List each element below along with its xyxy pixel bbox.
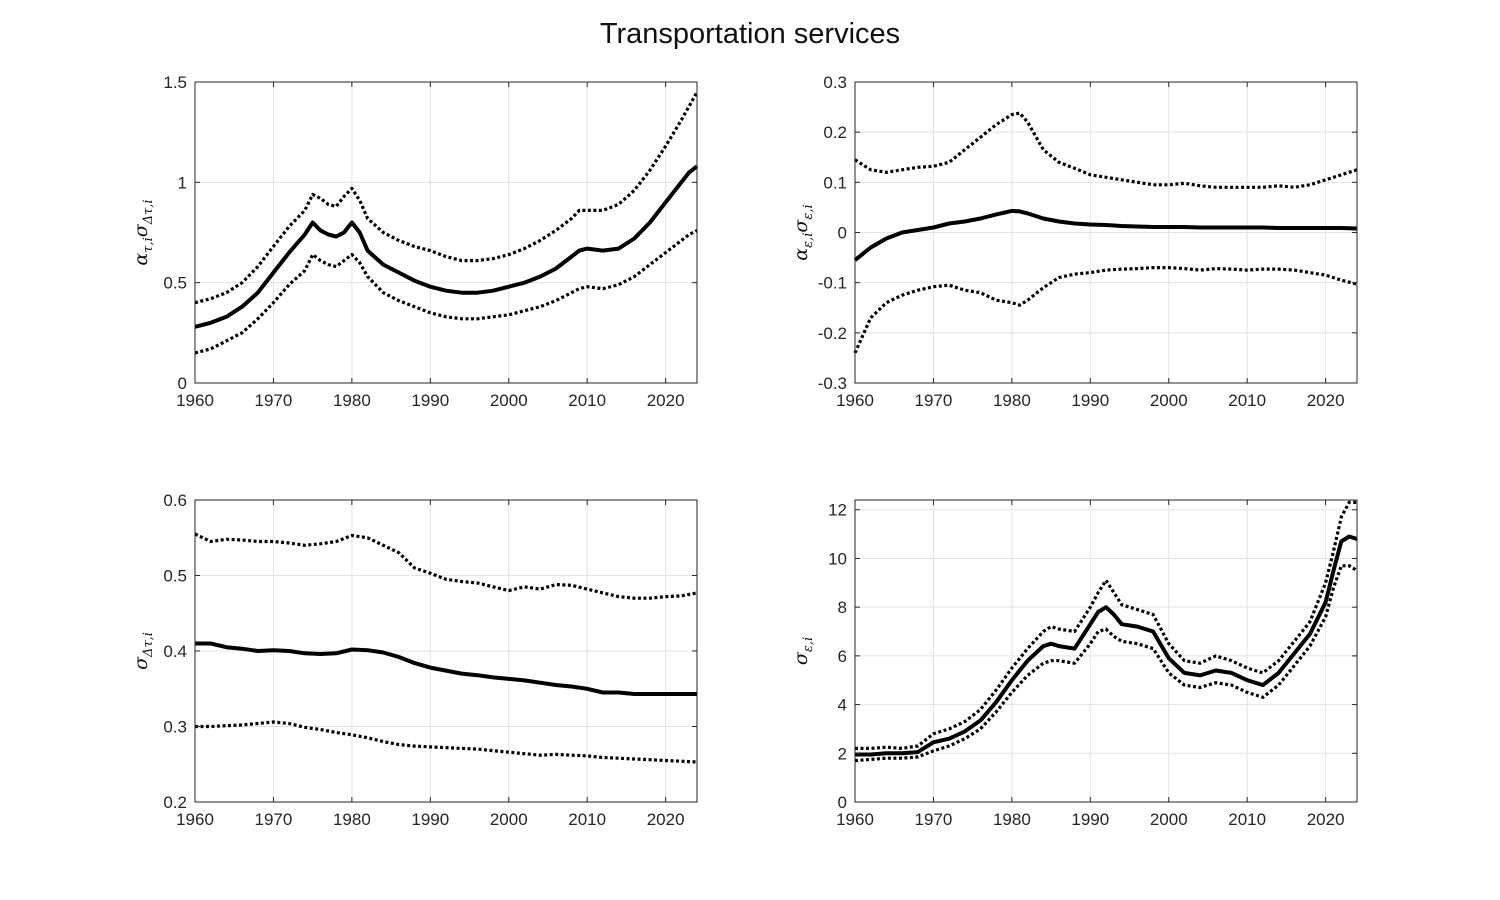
x-tick-label: 1990 bbox=[1071, 391, 1109, 410]
y-tick-label: 0.2 bbox=[823, 123, 847, 142]
series-line-median bbox=[855, 534, 1358, 757]
chart-panel-3: 1960 1970 1980 1990 2000 2010 2020 0.2 0.3 0.4 0.5… bbox=[130, 491, 698, 829]
y-axis-label: ατ,iσΔτ,i bbox=[130, 199, 156, 265]
series-line-lower-band bbox=[853, 266, 1358, 354]
x-tick-label: 1980 bbox=[993, 810, 1031, 829]
x-tick-label: 2020 bbox=[647, 391, 685, 410]
y-tick-label: 1.5 bbox=[163, 73, 187, 92]
x-tick-label: 2020 bbox=[1307, 391, 1345, 410]
y-tick-label: 0.2 bbox=[163, 793, 187, 812]
y-axis-label: σε,i bbox=[790, 637, 816, 665]
y-tick-label: 0.6 bbox=[163, 491, 187, 510]
x-tick-label: 1990 bbox=[411, 810, 449, 829]
x-tick-label: 2010 bbox=[568, 810, 606, 829]
y-tick-label: 0.5 bbox=[163, 274, 187, 293]
axes-frame bbox=[854, 499, 1358, 803]
y-tick-label: 0.3 bbox=[823, 73, 847, 92]
x-tick-label: 2010 bbox=[568, 391, 606, 410]
x-tick-label: 2000 bbox=[1150, 391, 1188, 410]
x-tick-label: 1960 bbox=[836, 391, 874, 410]
x-tick-label: 1970 bbox=[255, 391, 293, 410]
chart-panel-2: 1960 1970 1980 1990 2000 2010 2020 -0.3 -0.2 -0.1… bbox=[790, 73, 1358, 410]
axes-frame bbox=[194, 81, 698, 384]
y-tick-label: 0.1 bbox=[823, 173, 847, 192]
x-tick-label: 1970 bbox=[915, 810, 953, 829]
y-tick-label: 12 bbox=[828, 501, 847, 520]
x-tick-label: 2020 bbox=[1307, 810, 1345, 829]
plot-area bbox=[855, 500, 1357, 802]
figure-title: Transportation services bbox=[599, 18, 901, 50]
x-tick-label: 1970 bbox=[915, 391, 953, 410]
series-line-median bbox=[194, 164, 699, 329]
x-tick-label: 1960 bbox=[176, 810, 214, 829]
x-tick-label: 1990 bbox=[411, 391, 449, 410]
series-line-median bbox=[195, 641, 697, 696]
series-line-upper-band bbox=[855, 500, 1357, 751]
y-tick-label: 0 bbox=[178, 374, 187, 393]
chart-panel-4: 1960 1970 1980 1990 2000 2010 2020 0 2 4 6 8 10 12 σε,… bbox=[790, 499, 1358, 829]
series-line-median bbox=[853, 208, 1358, 262]
y-tick-label: 0 bbox=[838, 224, 847, 243]
x-tick-label: 2020 bbox=[647, 810, 685, 829]
y-tick-label: 1 bbox=[178, 173, 187, 192]
y-tick-label: 0.4 bbox=[163, 642, 187, 661]
y-tick-label: -0.3 bbox=[818, 374, 847, 393]
series-line-upper-band bbox=[194, 91, 699, 305]
series-line-lower-band bbox=[195, 720, 698, 764]
x-tick-label: 1980 bbox=[993, 391, 1031, 410]
x-tick-label: 1960 bbox=[176, 391, 214, 410]
y-tick-label: 8 bbox=[838, 598, 847, 617]
y-tick-label: 0 bbox=[838, 793, 847, 812]
series-line-upper-band bbox=[194, 532, 698, 600]
x-tick-label: 1980 bbox=[333, 391, 371, 410]
y-tick-label: -0.2 bbox=[818, 324, 847, 343]
x-tick-label: 2000 bbox=[490, 810, 528, 829]
x-tick-label: 1990 bbox=[1071, 810, 1109, 829]
x-tick-label: 2010 bbox=[1228, 391, 1266, 410]
y-axis-label: αε,iσε,i bbox=[790, 204, 816, 260]
x-tick-label: 2000 bbox=[1150, 810, 1188, 829]
y-tick-label: -0.1 bbox=[818, 274, 847, 293]
series-line-lower-band bbox=[854, 564, 1358, 763]
chart-panel-1: 1960 1970 1980 1990 2000 2010 2020 0 0.5 1 1.5 ατ,i… bbox=[130, 73, 699, 410]
x-tick-label: 2000 bbox=[490, 391, 528, 410]
y-tick-label: 4 bbox=[838, 696, 847, 715]
y-tick-label: 0.3 bbox=[163, 718, 187, 737]
y-axis-label: σΔτ,i bbox=[130, 632, 156, 670]
x-tick-label: 2010 bbox=[1228, 810, 1266, 829]
series-line-upper-band bbox=[854, 111, 1358, 189]
x-tick-label: 1980 bbox=[333, 810, 371, 829]
y-tick-label: 10 bbox=[828, 549, 847, 568]
y-tick-label: 6 bbox=[838, 647, 847, 666]
series-line-lower-band bbox=[194, 229, 698, 355]
x-tick-label: 1960 bbox=[836, 810, 874, 829]
y-tick-label: 0.5 bbox=[163, 567, 187, 586]
y-tick-label: 2 bbox=[838, 744, 847, 763]
plot-area bbox=[195, 82, 697, 383]
x-tick-label: 1970 bbox=[255, 810, 293, 829]
